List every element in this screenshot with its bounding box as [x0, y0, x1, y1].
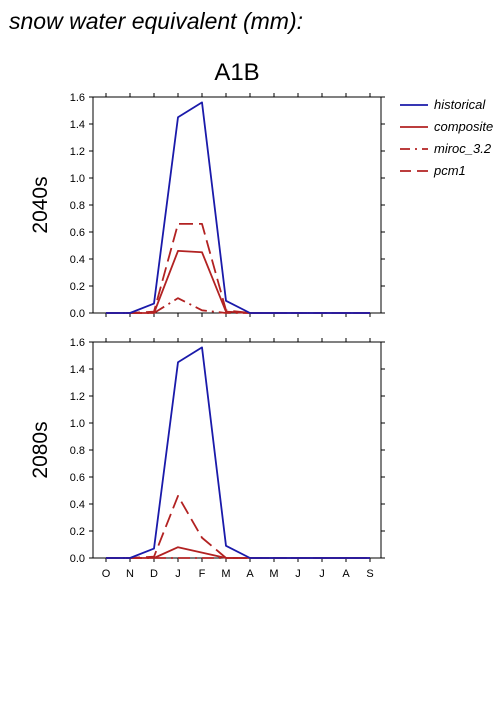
- panel-label: 2040s: [29, 176, 52, 233]
- legend-label: pcm1: [433, 163, 466, 178]
- panel-2040s: 0.0 0.2 0.4 0.6 0.8 1.0 1.2 1.4 1.6 2040s: [29, 92, 385, 320]
- y-tick-label: 1.6: [70, 337, 85, 349]
- y-tick-label: 1.4: [70, 119, 85, 131]
- y-tick-label: 1.0: [70, 173, 85, 185]
- y-tick-label: 0.0: [70, 308, 85, 320]
- x-tick-label: O: [102, 568, 111, 580]
- panel-2080s: 0.0 0.2 0.4 0.6 0.8 1.0 1.2 1.4 1.6 O N D J F M A M J J A S 2…: [29, 337, 385, 580]
- plot-frame: [92, 341, 382, 559]
- y-tick-label: 1.2: [70, 391, 85, 403]
- legend: historical composite miroc_3.2 pcm1: [400, 97, 493, 178]
- x-tick-label: S: [366, 568, 373, 580]
- x-tick-label: A: [246, 568, 254, 580]
- series-line-historical: [106, 346, 370, 559]
- legend-item-historical: historical: [400, 97, 486, 112]
- x-tick-label: A: [342, 568, 350, 580]
- y-tick-label: 0.8: [70, 445, 85, 457]
- y-tick-label: 1.2: [70, 146, 85, 158]
- y-tick-label: 0.4: [70, 499, 85, 511]
- y-tick-label: 0.0: [70, 553, 85, 565]
- y-tick-label: 0.6: [70, 227, 85, 239]
- x-tick-label: M: [269, 568, 278, 580]
- y-tick-label: 0.8: [70, 200, 85, 212]
- panel-label: 2080s: [29, 421, 52, 478]
- y-tick-label: 0.2: [70, 281, 85, 293]
- y-tick-label: 1.4: [70, 364, 85, 376]
- y-tick-label: 1.6: [70, 92, 85, 104]
- plot-frame: [92, 96, 382, 314]
- x-tick-label: N: [126, 568, 134, 580]
- y-tick-label: 0.4: [70, 254, 85, 266]
- y-tick-label: 1.0: [70, 418, 85, 430]
- series-line-historical: [106, 101, 370, 314]
- legend-item-miroc_3.2: miroc_3.2: [400, 141, 492, 156]
- legend-label: historical: [434, 97, 486, 112]
- legend-label: miroc_3.2: [434, 141, 492, 156]
- scenario-title: A1B: [214, 59, 259, 86]
- figure-title: snow water equivalent (mm):: [9, 8, 303, 34]
- series-line-pcm1: [106, 494, 370, 559]
- y-tick-label: 0.2: [70, 526, 85, 538]
- series-line-pcm1: [106, 222, 370, 314]
- legend-item-pcm1: pcm1: [400, 163, 466, 178]
- chart-panels: 0.00.20.40.60.81.01.21.41.62040s0.00.20.…: [29, 92, 385, 580]
- x-tick-label: J: [319, 568, 325, 580]
- legend-label: composite: [434, 119, 493, 134]
- x-tick-label: F: [199, 568, 206, 580]
- x-tick-label: J: [175, 568, 181, 580]
- x-tick-label: M: [221, 568, 230, 580]
- y-tick-label: 0.6: [70, 472, 85, 484]
- x-tick-label: D: [150, 568, 158, 580]
- series-line-composite: [106, 249, 370, 314]
- x-tick-label: J: [295, 568, 301, 580]
- legend-item-composite: composite: [400, 119, 493, 134]
